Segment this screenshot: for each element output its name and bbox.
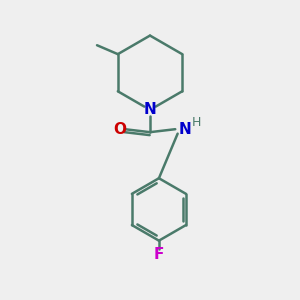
Text: H: H	[192, 116, 201, 129]
Text: N: N	[179, 122, 192, 137]
Text: F: F	[154, 248, 164, 262]
Text: O: O	[113, 122, 126, 137]
Text: N: N	[144, 102, 156, 117]
